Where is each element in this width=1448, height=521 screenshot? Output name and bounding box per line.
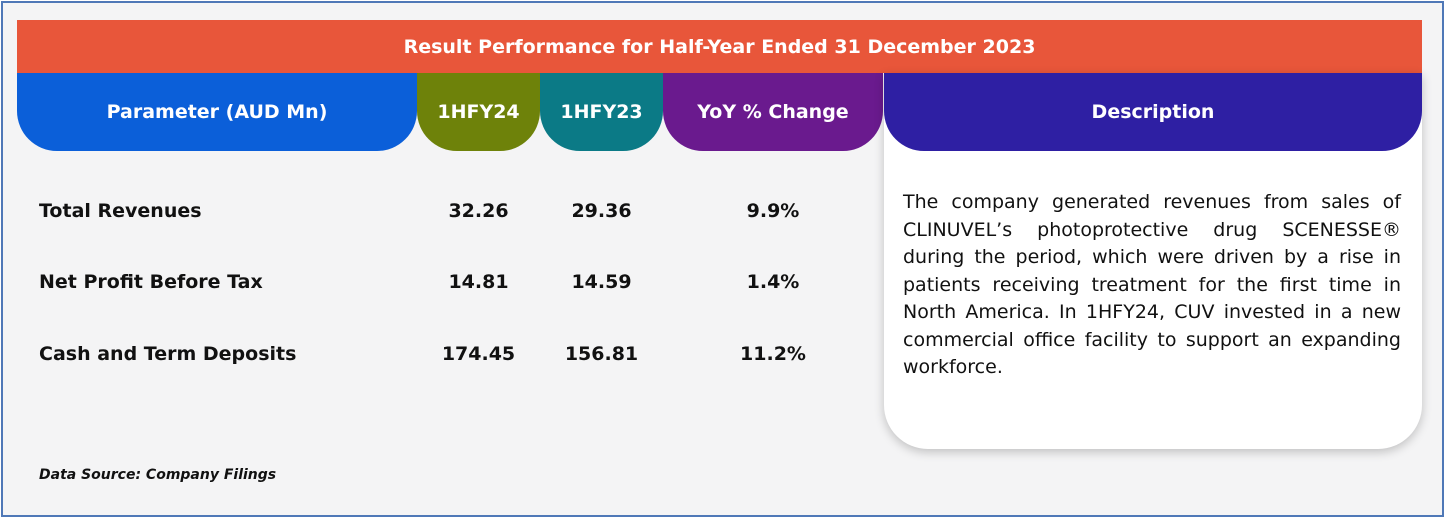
column-header-yoy-change: YoY % Change	[663, 73, 883, 151]
page-title: Result Performance for Half-Year Ended 3…	[17, 20, 1422, 73]
column-header-yoy-label: YoY % Change	[697, 101, 849, 123]
row-value-1hfy24: 32.26	[448, 200, 509, 222]
row-label: Total Revenues	[39, 200, 202, 222]
row-value-yoy: 1.4%	[746, 271, 800, 293]
row-value-1hfy23: 29.36	[571, 200, 632, 222]
column-header-parameter-label: Parameter (AUD Mn)	[106, 101, 328, 123]
column-header-description-label: Description	[1091, 101, 1215, 123]
table-row: Cash and Term Deposits 174.45 156.81 11.…	[17, 339, 883, 369]
table-row: Total Revenues 32.26 29.36 9.9%	[17, 196, 883, 226]
column-header-parameter: Parameter (AUD Mn)	[17, 73, 417, 151]
row-value-1hfy23: 14.59	[571, 271, 632, 293]
table-row: Net Profit Before Tax 14.81 14.59 1.4%	[17, 267, 883, 297]
data-source-note: Data Source: Company Filings	[39, 467, 277, 483]
row-value-yoy: 9.9%	[746, 200, 800, 222]
description-card: Description The company generated revenu…	[884, 73, 1422, 449]
column-header-1hfy24: 1HFY24	[417, 73, 540, 151]
column-header-description: Description	[884, 73, 1422, 151]
page-title-text: Result Performance for Half-Year Ended 3…	[403, 35, 1036, 58]
row-value-yoy: 11.2%	[740, 343, 806, 365]
row-label: Cash and Term Deposits	[39, 343, 297, 365]
column-header-1hfy23: 1HFY23	[540, 73, 663, 151]
row-value-1hfy24: 14.81	[448, 271, 509, 293]
row-label: Net Profit Before Tax	[39, 271, 263, 293]
description-text: The company generated revenues from sale…	[903, 191, 1401, 378]
row-value-1hfy24: 174.45	[441, 343, 516, 365]
row-value-1hfy23: 156.81	[564, 343, 639, 365]
column-header-1hfy23-label: 1HFY23	[560, 101, 643, 123]
column-header-1hfy24-label: 1HFY24	[437, 101, 520, 123]
